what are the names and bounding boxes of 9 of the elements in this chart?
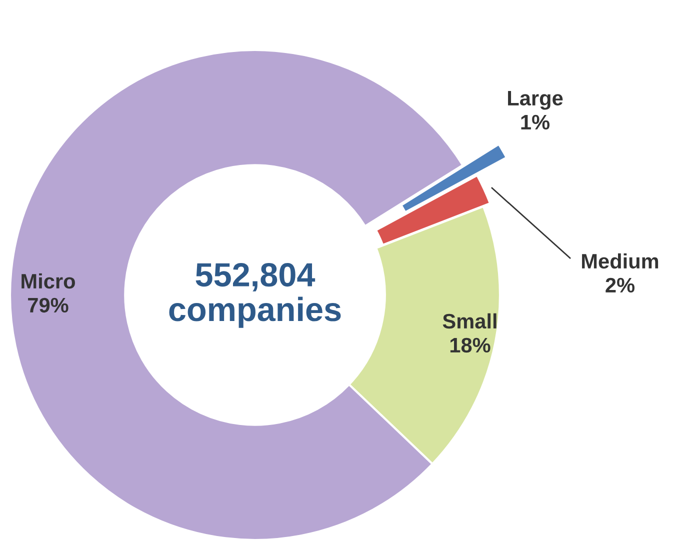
slice-label: Large (508, 90, 563, 110)
data-label: 79% (28, 298, 68, 313)
slice-label: Medium (582, 253, 658, 269)
data-label: 2% (606, 278, 635, 293)
slice-label: Micro (22, 273, 75, 289)
slice-label: Small (442, 313, 496, 329)
data-label: 18% (450, 338, 490, 353)
data-label: 1% (521, 114, 550, 130)
text: 552,804 companies (169, 262, 341, 328)
